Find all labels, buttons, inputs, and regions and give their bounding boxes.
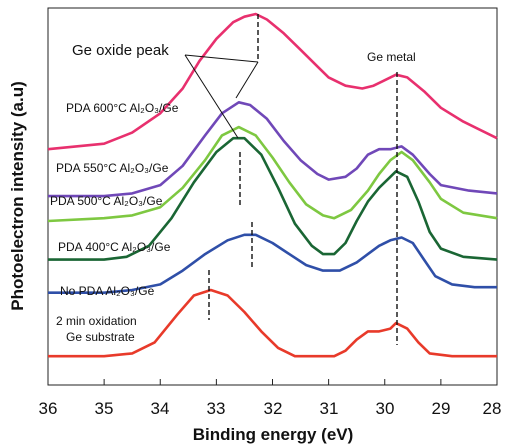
annotation-ge-oxide-peak: Ge oxide peak <box>72 42 169 59</box>
series-label-2min-oxidation: 2 min oxidation Ge substrate <box>56 314 140 344</box>
x-tick-label-32: 32 <box>264 399 283 418</box>
series-label-pda-500: PDA 500°C Al₂O₃/Ge <box>50 194 163 208</box>
x-tick-label-36: 36 <box>39 399 58 418</box>
x-tick-label-31: 31 <box>320 399 339 418</box>
y-axis-title: Photoelectron intensity (a.u) <box>8 81 27 311</box>
x-tick-label-30: 30 <box>376 399 395 418</box>
x-tick-label-35: 35 <box>95 399 114 418</box>
series-label-2min-oxidation-line2: Ge substrate <box>66 330 135 344</box>
series-line-pda-400 <box>48 136 498 261</box>
x-axis-title: Binding energy (eV) <box>193 425 354 444</box>
annotation-ge-metal: Ge metal <box>367 50 416 64</box>
x-tick-label-29: 29 <box>432 399 451 418</box>
oxide-pointer-line-3 <box>235 61 259 99</box>
series-label-no-pda: No PDA Al₂O₃/Ge <box>60 284 155 298</box>
x-tick-label-28: 28 <box>483 399 502 418</box>
series-label-pda-550: PDA 550°C Al₂O₃/Ge <box>56 161 169 175</box>
oxide-pointer-line-2 <box>184 54 239 139</box>
series-label-pda-600: PDA 600°C Al₂O₃/Ge <box>66 101 179 115</box>
series-line-2min-oxidation <box>48 288 497 358</box>
x-tick-label-34: 34 <box>151 399 170 418</box>
series-line-pda-550 <box>48 101 498 198</box>
x-ticks: 36 35 34 33 32 31 30 29 28 <box>39 379 502 418</box>
series-label-2min-oxidation-line1: 2 min oxidation <box>56 314 137 328</box>
series-label-pda-400: PDA 400°C Al₂O₃/Ge <box>58 240 171 254</box>
series-group <box>47 12 498 358</box>
series-line-pda-600 <box>47 12 498 151</box>
series-line-pda-500 <box>47 125 498 223</box>
x-tick-label-33: 33 <box>207 399 226 418</box>
series-line-no-pda <box>48 233 497 294</box>
oxide-pointer-line-1 <box>184 54 259 63</box>
